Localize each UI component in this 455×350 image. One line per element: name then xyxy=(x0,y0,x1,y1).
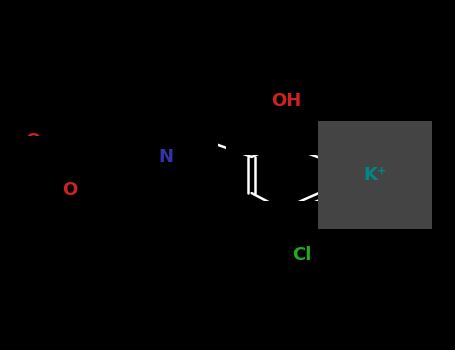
Text: O⁻: O⁻ xyxy=(25,132,50,150)
Text: K⁺: K⁺ xyxy=(364,166,387,184)
Text: OH: OH xyxy=(271,92,301,110)
Text: O: O xyxy=(62,181,77,199)
Text: N: N xyxy=(158,148,173,166)
Text: Cl: Cl xyxy=(292,246,311,264)
